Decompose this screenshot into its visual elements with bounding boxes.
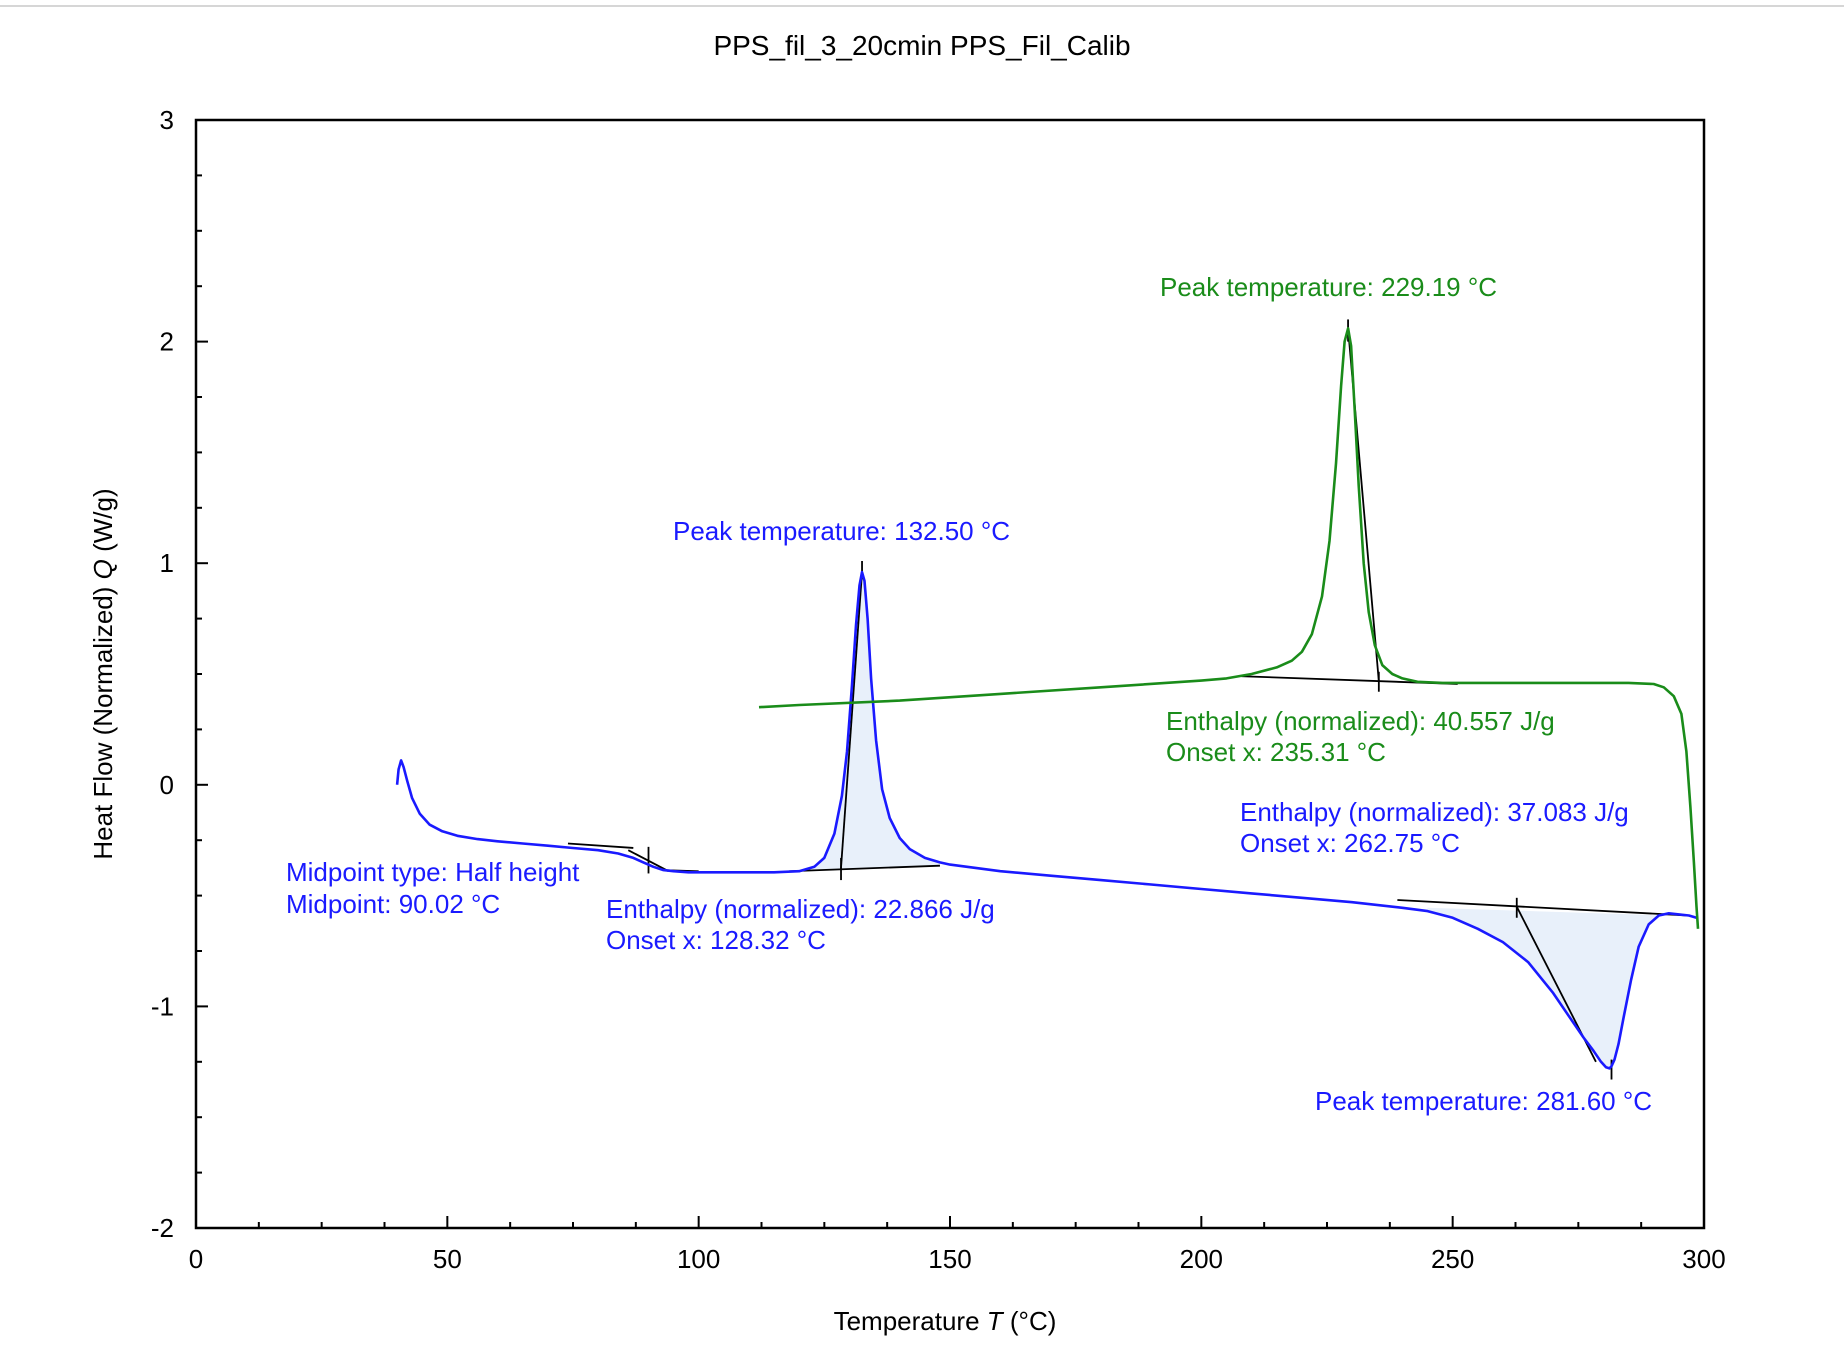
- construction-line: [789, 864, 940, 873]
- y-tick-label: 1: [160, 548, 174, 578]
- y-tick-label: 3: [160, 105, 174, 135]
- y-tick-label: -2: [151, 1213, 174, 1243]
- construction-line: [567, 842, 634, 849]
- annotation-peak-heat-2: Peak temperature: 281.60 °C: [1315, 1086, 1652, 1116]
- x-axis-ticks: 0 50 100 150 200 250 300: [189, 1216, 1726, 1274]
- annotation-onset-cool: Onset x: 235.31 °C: [1166, 737, 1386, 767]
- data-series: [395, 327, 1700, 1070]
- construction-line: [1397, 899, 1689, 917]
- y-tick-label: 2: [160, 327, 174, 357]
- y-axis-label: Heat Flow (Normalized) Q (W/g): [88, 488, 118, 859]
- annotation-enthalpy-cool: Enthalpy (normalized): 40.557 J/g: [1166, 706, 1555, 736]
- annotation-midpoint-type: Midpoint type: Half height: [286, 857, 580, 887]
- x-tick-label: 50: [433, 1244, 462, 1274]
- annotation-enthalpy-heat-2: Enthalpy (normalized): 37.083 J/g: [1240, 797, 1629, 827]
- x-axis-label: Temperature T (°C): [834, 1306, 1057, 1336]
- x-tick-label: 100: [677, 1244, 720, 1274]
- construction-line: [840, 572, 863, 870]
- annotation-midpoint: Midpoint: 90.02 °C: [286, 889, 500, 919]
- x-tick-label: 300: [1682, 1244, 1725, 1274]
- annotation-peak-heat-1: Peak temperature: 132.50 °C: [673, 516, 1010, 546]
- construction-lines: [567, 319, 1689, 1080]
- chart-title: PPS_fil_3_20cmin PPS_Fil_Calib: [713, 30, 1130, 61]
- y-axis-ticks: -2 -1 0 1 2 3: [151, 105, 208, 1243]
- cooling-curve: [758, 327, 1700, 929]
- peak-fill-heat-2: [1427, 907, 1669, 1069]
- y-tick-label: -1: [151, 991, 174, 1021]
- annotation-onset-heat-2: Onset x: 262.75 °C: [1240, 828, 1460, 858]
- annotation-enthalpy-heat-1: Enthalpy (normalized): 22.866 J/g: [606, 894, 995, 924]
- x-tick-label: 150: [928, 1244, 971, 1274]
- annotation-peak-cool: Peak temperature: 229.19 °C: [1160, 272, 1497, 302]
- x-tick-label: 200: [1180, 1244, 1223, 1274]
- x-tick-label: 250: [1431, 1244, 1474, 1274]
- x-tick-label: 0: [189, 1244, 203, 1274]
- y-tick-label: 0: [160, 770, 174, 800]
- heating-curve: [395, 570, 1697, 1070]
- annotation-onset-heat-1: Onset x: 128.32 °C: [606, 925, 826, 955]
